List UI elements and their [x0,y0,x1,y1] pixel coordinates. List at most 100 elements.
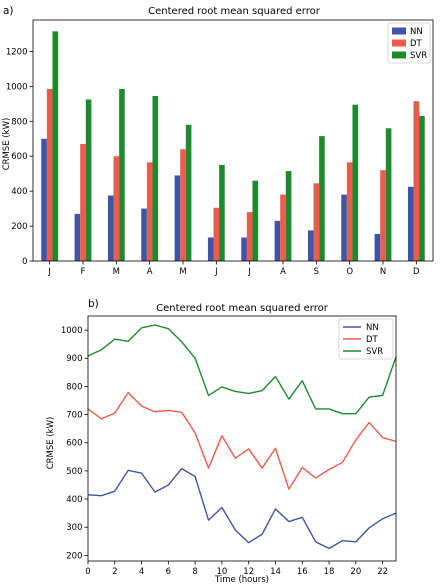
chart-b-y-axis: 200 300 400 500 600 700 800 900 1000 [61,326,88,561]
bar-svr [319,136,325,261]
bar-svr [119,88,125,262]
legend-label-svr: SVR [366,347,383,357]
y-tick-label: 800 [11,117,27,127]
x-tick-label: M [113,267,120,277]
bar-dt [280,194,286,261]
x-tick-label: D [413,267,420,277]
y-tick-label: 1000 [6,82,28,92]
y-tick-label: 700 [66,411,82,421]
chart-b-title: Centered root mean squared error [156,303,329,314]
legend-label-dt: DT [410,39,423,49]
x-tick-label: 4 [139,567,144,577]
series-line-nn [87,467,397,550]
x-tick-label: 14 [270,567,281,577]
bar-svr [85,99,92,261]
x-tick-label: A [147,267,153,277]
x-tick-label: J [214,267,218,277]
chart-a-bars [41,31,425,262]
bar-svr [385,128,392,261]
bar-svr [152,95,159,261]
chart-b-lines [87,324,397,550]
bar-nn [307,230,314,261]
legend-label-dt: DT [366,335,379,345]
chart-b-ylabel: CRMSE (kW) [46,417,56,470]
legend-label-svr: SVR [410,51,427,61]
bar-dt [46,88,53,262]
legend-swatch-dt [392,39,406,47]
bar-dt [80,143,86,261]
bar-chart-panel: a) Centered root mean squared error CRMS… [2,5,434,277]
bar-dt [180,149,186,261]
x-tick-label: 6 [166,567,171,577]
y-tick-label: 500 [66,467,82,477]
chart-b-legend: NN DT SVR [338,318,394,360]
bar-nn [141,208,147,261]
series-line-svr [87,324,397,415]
legend-box [338,318,394,360]
y-tick-label: 800 [66,382,82,392]
bar-nn [241,237,247,261]
bar-dt [246,212,253,261]
bar-nn [341,194,347,261]
legend-label-nn: NN [366,323,379,333]
x-tick-label: M [179,267,186,277]
bar-nn [407,186,414,261]
x-tick-label: 16 [297,567,308,577]
bar-dt [313,183,320,261]
y-tick-label: 1000 [61,326,83,336]
chart-b-frame [87,315,397,562]
bar-dt [213,207,220,261]
chart-a-y-axis: 0 200 400 600 800 1000 1200 [6,47,33,267]
y-tick-label: 300 [66,523,82,533]
bar-svr [185,124,192,261]
x-tick-label: F [81,267,86,277]
y-tick-label: 1200 [6,47,28,57]
x-tick-label: S [314,267,319,277]
bar-svr [285,171,292,261]
chart-a-ylabel: CRMSE (kW) [2,118,12,171]
x-tick-label: 20 [350,567,361,577]
y-tick-label: 600 [11,152,27,162]
chart-a-legend: NN DT SVR [387,22,431,64]
chart-b-xlabel: Time (hours) [214,575,269,585]
bar-nn [207,237,214,261]
panel-a-label: a) [3,5,14,17]
x-tick-label: A [280,267,286,277]
y-tick-label: 400 [66,495,82,505]
bar-dt [413,101,420,262]
bar-nn [107,195,114,261]
bar-nn [174,175,181,261]
x-tick-label: J [47,267,51,277]
x-tick-label: 0 [85,567,90,577]
series-line-dt [87,391,397,490]
line-chart-panel: b) Centered root mean squared error CRMS… [46,298,397,585]
bar-svr [52,31,59,261]
y-tick-label: 900 [66,354,82,364]
bar-nn [274,220,281,261]
legend-swatch-svr [392,51,406,59]
bar-nn [74,213,81,261]
y-tick-label: 400 [11,187,27,197]
panel-b-label: b) [88,298,99,310]
bar-dt [146,162,153,261]
x-tick-label: 8 [192,567,197,577]
x-tick-label: 12 [243,567,254,577]
x-tick-label: 22 [377,567,388,577]
y-tick-label: 600 [66,439,82,449]
chart-a-title: Centered root mean squared error [148,6,321,17]
legend-swatch-nn [392,27,406,35]
x-tick-label: N [380,267,386,277]
x-tick-label: 2 [112,567,117,577]
bar-dt [346,162,353,261]
bar-svr [352,104,359,261]
bar-dt [380,170,386,261]
x-tick-label: 18 [324,567,335,577]
chart-a-frame [32,19,434,262]
bar-nn [374,233,381,261]
x-tick-label: 10 [216,567,227,577]
bar-dt [113,156,120,261]
x-tick-label: J [247,267,251,277]
legend-label-nn: NN [410,27,423,37]
